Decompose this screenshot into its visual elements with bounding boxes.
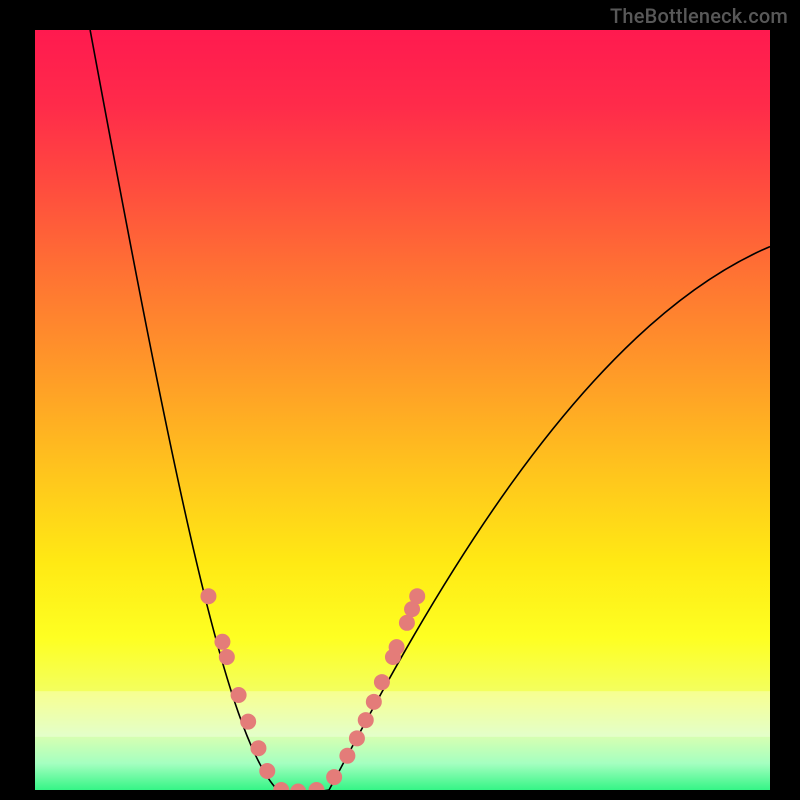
marker-dot xyxy=(339,748,355,764)
marker-dot xyxy=(290,784,306,800)
marker-dot xyxy=(358,712,374,728)
marker-dot xyxy=(349,730,365,746)
marker-dot xyxy=(389,639,405,655)
marker-dot xyxy=(200,588,216,604)
marker-dot xyxy=(250,740,266,756)
marker-dot xyxy=(409,588,425,604)
marker-dot xyxy=(399,615,415,631)
marker-dot xyxy=(366,694,382,710)
gradient-background xyxy=(35,30,770,790)
marker-dot xyxy=(374,674,390,690)
marker-dot xyxy=(231,687,247,703)
marker-dot xyxy=(273,782,289,798)
marker-dot xyxy=(309,782,325,798)
marker-dot xyxy=(219,649,235,665)
marker-dot xyxy=(326,769,342,785)
chart-plot xyxy=(0,0,800,800)
chart-frame: TheBottleneck.com xyxy=(0,0,800,800)
plateau-band xyxy=(35,691,770,737)
marker-dot xyxy=(240,714,256,730)
marker-dot xyxy=(259,763,275,779)
marker-dot xyxy=(214,634,230,650)
